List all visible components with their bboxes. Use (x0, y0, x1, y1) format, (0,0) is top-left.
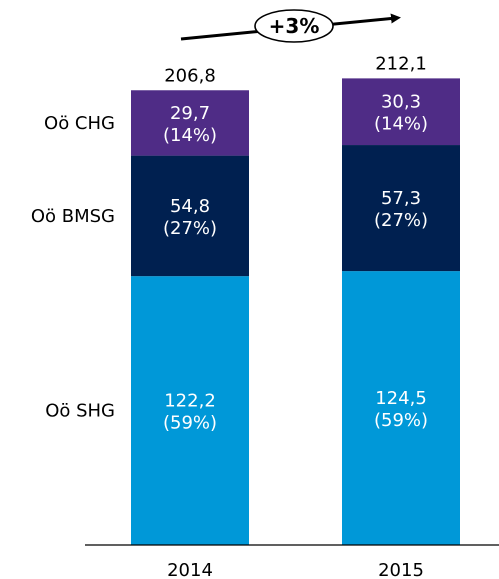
bar-total-label: 212,1 (375, 53, 427, 74)
bars-group (131, 78, 460, 545)
growth-label: +3% (269, 14, 320, 38)
series-labels-group: Oö SHG Oö BMSG Oö CHG (31, 113, 115, 422)
series-label: Oö BMSG (31, 206, 115, 227)
segment-value-label: 124,5 (375, 388, 427, 409)
segment-labels-group: 122,2(59%)54,8(27%)29,7(14%)124,5(59%)57… (163, 92, 428, 434)
bar-segment-2014-1 (131, 276, 249, 545)
series-label: Oö SHG (45, 401, 115, 422)
bar-total-label: 206,8 (164, 65, 216, 86)
bar-segment-2015-3 (342, 78, 460, 146)
segment-share-label: (59%) (374, 410, 428, 431)
growth-annotation: +3% (180, 9, 401, 43)
x-tick-labels-group: 2014 2015 (167, 560, 424, 579)
x-tick-label: 2014 (167, 560, 213, 579)
bar-segment-2015-1 (342, 271, 460, 545)
segment-share-label: (59%) (163, 413, 217, 434)
growth-badge (254, 9, 334, 43)
segment-share-label: (14%) (374, 114, 428, 135)
x-tick-label: 2015 (378, 560, 424, 579)
segment-share-label: (14%) (163, 125, 217, 146)
segment-share-label: (27%) (163, 218, 217, 239)
segment-value-label: 54,8 (170, 196, 210, 217)
segment-value-label: 30,3 (381, 92, 421, 113)
segment-value-label: 122,2 (164, 391, 216, 412)
bar-segment-2014-2 (131, 155, 249, 277)
total-labels-group: 206,8 212,1 (164, 53, 427, 86)
series-label: Oö CHG (44, 113, 115, 134)
segment-value-label: 29,7 (170, 103, 210, 124)
bar-segment-2014-3 (131, 90, 249, 156)
segment-share-label: (27%) (374, 210, 428, 231)
bar-segment-2015-2 (342, 145, 460, 272)
segment-value-label: 57,3 (381, 188, 421, 209)
